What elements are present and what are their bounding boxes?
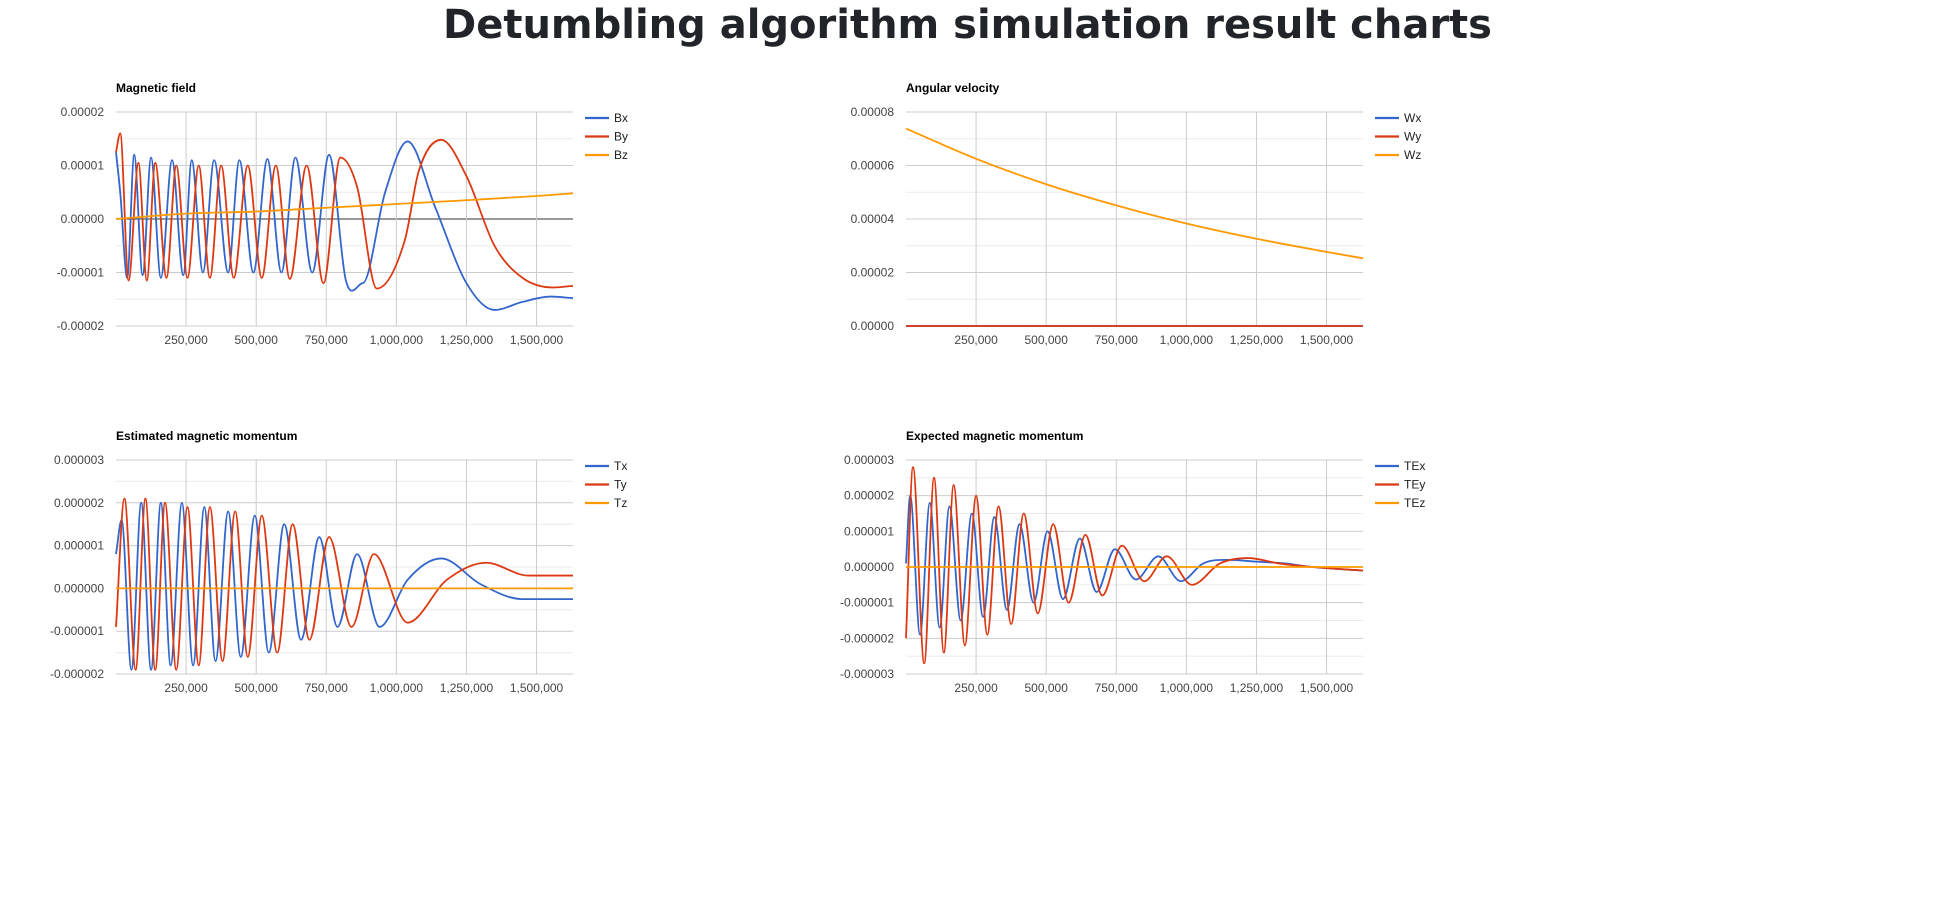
x-tick-label: 750,000 <box>305 681 349 695</box>
x-tick-label: 1,250,000 <box>440 333 494 347</box>
y-tick-label: 0.00000 <box>851 319 895 333</box>
page-title: Detumbling algorithm simulation result c… <box>443 2 1492 48</box>
series-line-tey <box>905 466 1364 665</box>
legend-label-tey: TEy <box>1404 478 1425 492</box>
chart-title: Expected magnetic momentum <box>906 429 1083 443</box>
x-tick-label: 1,000,000 <box>1160 681 1214 695</box>
legend-label-bz: Bz <box>614 148 628 162</box>
y-tick-label: 0.00002 <box>851 266 895 280</box>
y-tick-label: 0.000003 <box>54 453 104 467</box>
legend-label-tez: TEz <box>1404 496 1425 510</box>
x-tick-label: 1,250,000 <box>1230 333 1284 347</box>
x-tick-label: 1,500,000 <box>510 333 564 347</box>
x-tick-label: 1,500,000 <box>1300 333 1354 347</box>
y-tick-label: -0.000002 <box>50 667 104 681</box>
x-tick-label: 500,000 <box>234 681 278 695</box>
angular-velocity-chart-svg: Angular velocity 0.00000 0.00002 0.00004 0.0… <box>851 81 1422 347</box>
x-tick-label: 250,000 <box>164 681 208 695</box>
x-tick-label: 500,000 <box>1024 333 1068 347</box>
x-tick-label: 250,000 <box>954 681 998 695</box>
x-tick-label: 1,000,000 <box>370 681 424 695</box>
y-tick-label: 0.00006 <box>851 159 895 173</box>
chart-title: Angular velocity <box>906 81 1000 95</box>
estimated-magnetic-momentum-chart: Estimated magnetic momentum -0.000002 -0.0… <box>40 418 940 778</box>
x-tick-label: 1,500,000 <box>510 681 564 695</box>
legend-label-by: By <box>614 130 628 144</box>
y-tick-label: 0.000001 <box>844 524 894 538</box>
y-tick-label: 0.00004 <box>851 212 895 226</box>
series-line-bx <box>115 140 574 311</box>
legend-label-tx: Tx <box>614 459 627 473</box>
legend-label-wz: Wz <box>1404 148 1421 162</box>
x-tick-label: 750,000 <box>305 333 349 347</box>
x-tick-label: 250,000 <box>954 333 998 347</box>
series-line-bz <box>115 192 574 220</box>
y-tick-label: -0.00001 <box>57 266 105 280</box>
y-tick-label: 0.00008 <box>851 105 895 119</box>
x-tick-label: 250,000 <box>164 333 208 347</box>
expected-magnetic-momentum-chart: Expected magnetic momentum -0.000003 -0.00… <box>830 418 1730 778</box>
y-tick-label: -0.000001 <box>50 624 104 638</box>
y-tick-label: 0.000000 <box>54 581 104 595</box>
y-tick-label: 0.00000 <box>61 212 105 226</box>
x-tick-label: 1,250,000 <box>1230 681 1284 695</box>
chart-title: Estimated magnetic momentum <box>116 429 297 443</box>
angular-velocity-chart: Angular velocity 0.00000 0.00002 0.00004 0.0… <box>830 70 1730 430</box>
x-tick-label: 1,500,000 <box>1300 681 1354 695</box>
y-tick-label: -0.000003 <box>840 667 894 681</box>
y-tick-label: 0.000000 <box>844 560 894 574</box>
y-tick-label: -0.00002 <box>57 319 105 333</box>
legend-label-bx: Bx <box>614 111 628 125</box>
legend-label-tex: TEx <box>1404 459 1425 473</box>
x-tick-label: 1,000,000 <box>1160 333 1214 347</box>
y-tick-label: -0.000002 <box>840 631 894 645</box>
series-line-tx <box>115 501 573 671</box>
x-tick-label: 1,000,000 <box>370 333 424 347</box>
legend-label-ty: Ty <box>614 478 627 492</box>
magnetic-field-chart-svg: Magnetic field -0.00002 -0.00001 0.00000 0.0… <box>57 81 628 347</box>
legend-label-tz: Tz <box>614 496 627 510</box>
y-tick-label: 0.00002 <box>61 105 105 119</box>
magnetic-field-chart: Magnetic field -0.00002 -0.00001 0.00000 0.0… <box>40 70 940 430</box>
expected-magnetic-momentum-chart-svg: Expected magnetic momentum -0.000003 -0.00… <box>840 429 1425 695</box>
y-tick-label: 0.000001 <box>54 539 104 553</box>
y-tick-label: 0.000002 <box>54 496 104 510</box>
y-tick-label: 0.00001 <box>61 159 105 173</box>
legend-label-wy: Wy <box>1404 130 1421 144</box>
series-line-tex <box>905 494 1364 636</box>
y-tick-label: -0.000001 <box>840 596 894 610</box>
x-tick-label: 500,000 <box>234 333 278 347</box>
x-tick-label: 500,000 <box>1024 681 1068 695</box>
chart-title: Magnetic field <box>116 81 196 95</box>
x-tick-label: 750,000 <box>1095 681 1139 695</box>
legend-label-wx: Wx <box>1404 111 1421 125</box>
estimated-magnetic-momentum-chart-svg: Estimated magnetic momentum -0.000002 -0.0… <box>50 429 627 695</box>
series-line-wz <box>905 127 1364 260</box>
x-tick-label: 750,000 <box>1095 333 1139 347</box>
y-tick-label: 0.000003 <box>844 453 894 467</box>
series-line-by <box>115 132 574 290</box>
x-tick-label: 1,250,000 <box>440 681 494 695</box>
y-tick-label: 0.000002 <box>844 489 894 503</box>
series-line-ty <box>115 497 573 671</box>
